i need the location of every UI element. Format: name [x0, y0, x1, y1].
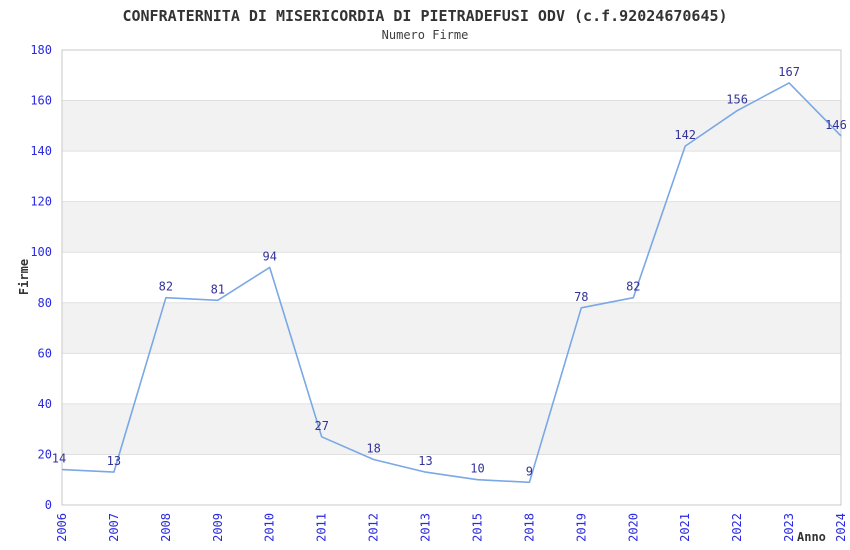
data-point-label: 156 [726, 93, 748, 107]
x-tick-label: 2023 [782, 513, 796, 542]
y-tick-label: 100 [30, 245, 52, 259]
grid-band [62, 302, 841, 354]
y-tick-label: 160 [30, 94, 52, 108]
plot-border [61, 49, 842, 506]
grid-band [62, 201, 841, 253]
x-axis-title: Anno [797, 530, 826, 544]
x-tick-label: 2009 [211, 513, 225, 542]
y-tick-label: 180 [30, 43, 52, 57]
y-tick-label: 80 [38, 296, 52, 310]
data-point-label: 81 [211, 282, 225, 296]
data-point-label: 167 [778, 65, 800, 79]
data-point-label: 14 [52, 452, 66, 466]
data-point-label: 94 [262, 249, 276, 263]
y-tick-label: 0 [45, 498, 52, 512]
x-tick-label: 2011 [315, 513, 329, 542]
y-tick-label: 60 [38, 346, 52, 360]
x-tick-label: 2024 [834, 513, 848, 542]
data-point-label: 27 [314, 419, 328, 433]
data-point-label: 142 [674, 128, 696, 142]
data-point-label: 13 [107, 454, 121, 468]
data-point-label: 82 [159, 280, 173, 294]
y-tick-label: 20 [38, 447, 52, 461]
grid-band [62, 100, 841, 152]
y-tick-label: 140 [30, 144, 52, 158]
x-tick-label: 2012 [367, 513, 381, 542]
data-point-label: 146 [825, 118, 847, 132]
data-point-label: 18 [366, 442, 380, 456]
x-tick-label: 2013 [419, 513, 433, 542]
x-tick-label: 2019 [574, 513, 588, 542]
x-tick-label: 2020 [626, 513, 640, 542]
data-point-label: 9 [526, 464, 533, 478]
x-tick-label: 2022 [730, 513, 744, 542]
data-point-label: 82 [626, 280, 640, 294]
data-line-series [61, 82, 842, 484]
x-tick-label: 2007 [107, 513, 121, 542]
data-point-label: 13 [418, 454, 432, 468]
y-tick-label: 40 [38, 397, 52, 411]
x-tick-label: 2018 [522, 513, 536, 542]
chart-title: CONFRATERNITA DI MISERICORDIA DI PIETRAD… [122, 7, 728, 25]
data-point-label: 10 [470, 462, 484, 476]
x-tick-label: 2010 [263, 513, 277, 542]
grid-band [62, 403, 841, 455]
data-point-label: 78 [574, 290, 588, 304]
x-tick-label: 2021 [678, 513, 692, 542]
x-tick-label: 2008 [159, 513, 173, 542]
x-tick-label: 2006 [55, 513, 69, 542]
y-tick-label: 120 [30, 195, 52, 209]
chart-subtitle: Numero Firme [381, 28, 469, 42]
x-tick-label: 2015 [471, 513, 485, 542]
